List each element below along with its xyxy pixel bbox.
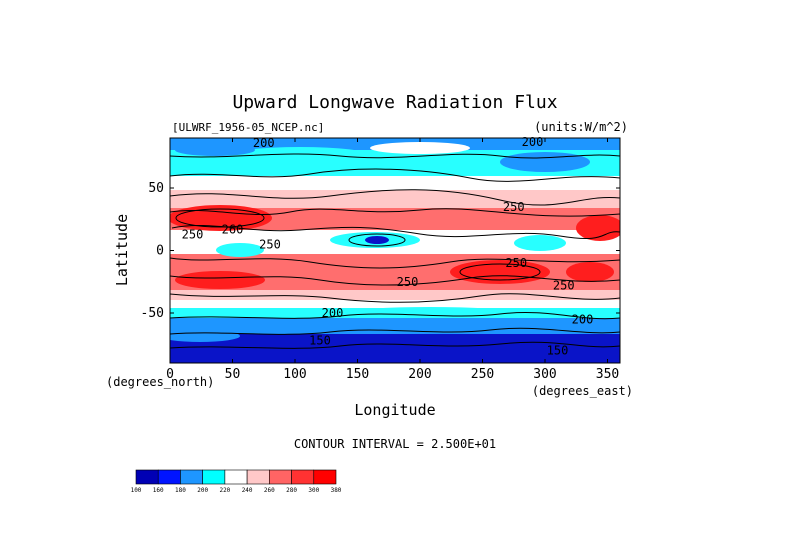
- feature-africa-cyan: [216, 243, 264, 257]
- colorbar-swatch: [180, 469, 203, 485]
- x-tick-label: 250: [471, 367, 494, 382]
- plot-area: [170, 138, 620, 363]
- y-tick-label: 0: [156, 244, 164, 259]
- contour-label: 200: [253, 136, 275, 150]
- contour-line: [170, 293, 620, 303]
- feature-antarctic-blue-left: [170, 330, 240, 342]
- x-tick-label: 350: [596, 367, 619, 382]
- colorbar-swatch: [157, 469, 181, 485]
- colorbar-label: 260: [264, 487, 275, 494]
- x-unit-label: (degrees_east): [532, 384, 633, 398]
- contour-line: [170, 341, 620, 349]
- contour-label: 250: [503, 200, 525, 214]
- band-north-white: [170, 176, 620, 190]
- colorbar-label: 220: [219, 487, 230, 494]
- x-tick-label: 0: [166, 367, 174, 382]
- x-tick-label: 150: [346, 367, 369, 382]
- contour-label: 250: [397, 275, 419, 289]
- band-south-blue: [170, 318, 620, 334]
- colorbar-label: 380: [331, 487, 342, 494]
- feature-amazon-cyan: [514, 235, 566, 251]
- colorbar-label: 100: [131, 487, 142, 494]
- colorbar-swatch: [202, 469, 226, 485]
- contour-label: 250: [505, 256, 527, 270]
- band-north-pink: [170, 190, 620, 208]
- feature-warmpool-deep-blue: [365, 236, 389, 244]
- colorbar-label: 240: [242, 487, 253, 494]
- x-tick-label: 100: [283, 367, 306, 382]
- contour-label: 250: [182, 227, 204, 241]
- colorbar-label: 200: [197, 487, 208, 494]
- contour-line: [171, 225, 620, 239]
- feature-indian-south-red: [175, 271, 265, 289]
- feature-arctic-blue: [500, 152, 590, 172]
- feature-sahara-red: [576, 215, 620, 241]
- y-unit-label: (degrees_north): [106, 375, 214, 389]
- contour-label: 260: [222, 222, 244, 236]
- band-south-pink: [170, 290, 620, 300]
- units-label: (units:W/m^2): [534, 120, 628, 134]
- feature-north-blue-left: [175, 144, 255, 156]
- contour-label: 200: [322, 306, 344, 320]
- feature-pacific-salmon: [370, 209, 510, 227]
- contour-line: [170, 257, 620, 269]
- band-antarctic-deep-blue: [170, 334, 620, 363]
- x-tick-label: 50: [225, 367, 241, 382]
- contour-line: [170, 153, 620, 159]
- y-axis-label: Latitude: [113, 214, 131, 286]
- colorbar-label: 300: [308, 487, 319, 494]
- colorbar-swatch: [135, 469, 159, 485]
- contour-label: 200: [572, 312, 594, 326]
- colorbar-swatch: [269, 469, 292, 485]
- contour-label: 150: [547, 344, 569, 358]
- colorbar-swatch: [246, 469, 270, 485]
- colorbar-swatch: [291, 469, 315, 485]
- contour-interval: CONTOUR INTERVAL = 2.500E+01: [294, 437, 496, 451]
- contour-label: 250: [553, 279, 575, 293]
- contour-line: [348, 233, 406, 247]
- feature-north-cyan-patch: [230, 147, 370, 163]
- contour-line: [170, 275, 620, 286]
- x-tick-label: 200: [408, 367, 431, 382]
- source-label: [ULWRF_1956-05_NCEP.nc]: [172, 121, 324, 134]
- colorbar-label: 160: [153, 487, 164, 494]
- x-axis: 0 50 100 150 200 250 300 350: [166, 138, 619, 382]
- contour-labels: 200 200 250 250 260 250 250 250 200 200 150 150 250: [182, 135, 594, 358]
- feature-atlantic-south-red: [566, 262, 614, 282]
- contour-line: [170, 189, 620, 206]
- feature-arabia-red: [170, 205, 272, 231]
- contour-label: 150: [309, 334, 331, 348]
- contour-line: [175, 208, 265, 228]
- contour-line: [459, 263, 541, 281]
- contour-label: 200: [522, 135, 544, 149]
- colorbar: 100 160 180 200 220 240 260 280 300 380: [131, 469, 342, 494]
- y-axis: -50 0 50: [141, 181, 620, 321]
- colorbar-swatch: [224, 469, 248, 485]
- contour-line: [170, 327, 620, 335]
- colorbar-swatch: [313, 469, 337, 485]
- feature-north-white-gap: [370, 142, 470, 154]
- y-tick-label: -50: [141, 306, 164, 321]
- band-south-white: [170, 300, 620, 308]
- x-tick-label: 300: [533, 367, 556, 382]
- y-tick-label: 50: [148, 181, 164, 196]
- colorbar-label: 280: [286, 487, 297, 494]
- contour-line: [170, 311, 620, 320]
- chart-title: Upward Longwave Radiation Flux: [232, 92, 557, 113]
- colorbar-label: 180: [175, 487, 186, 494]
- contour-line: [170, 208, 620, 217]
- x-axis-label: Longitude: [354, 401, 435, 419]
- contour-line: [170, 168, 620, 182]
- contour-label: 250: [259, 237, 281, 251]
